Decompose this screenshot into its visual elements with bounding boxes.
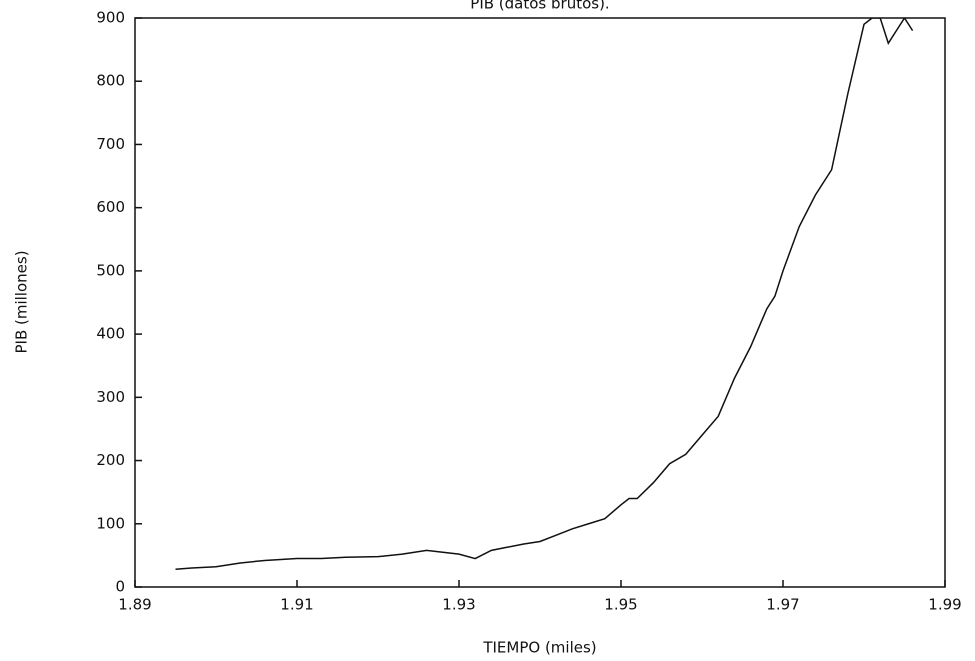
- y-tick-label: 300: [96, 388, 125, 406]
- x-tick-label: 1.95: [604, 596, 637, 614]
- x-tick-label: 1.93: [442, 596, 475, 614]
- y-tick-label: 900: [96, 9, 125, 27]
- y-axis-label: PIB (millones): [13, 250, 31, 353]
- x-tick-label: 1.99: [928, 596, 961, 614]
- plot-frame: [134, 17, 946, 588]
- y-tick-label: 400: [96, 325, 125, 343]
- y-tick-label: 200: [96, 451, 125, 469]
- y-tick-label: 600: [96, 198, 125, 216]
- y-tick-label: 0: [115, 578, 125, 596]
- y-tick-label: 100: [96, 514, 125, 532]
- x-tick-label: 1.91: [280, 596, 313, 614]
- chart-title: PIB (datos brutos).: [470, 0, 609, 13]
- y-tick-label: 500: [96, 261, 125, 279]
- y-tick-label: 700: [96, 135, 125, 153]
- x-tick-label: 1.89: [118, 596, 151, 614]
- y-tick-label: 800: [96, 72, 125, 90]
- x-tick-label: 1.97: [766, 596, 799, 614]
- x-axis-label: TIEMPO (miles): [482, 639, 596, 657]
- data-line: [175, 18, 914, 571]
